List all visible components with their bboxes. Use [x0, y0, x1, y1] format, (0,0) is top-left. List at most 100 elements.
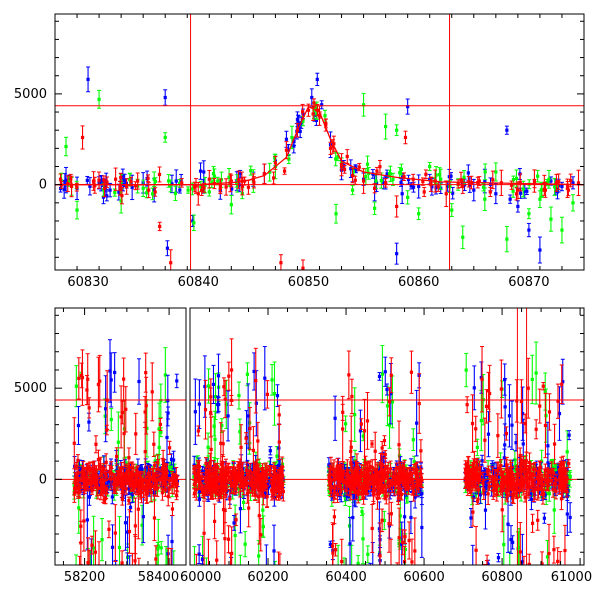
- data-point: [113, 504, 118, 563]
- data-point: [300, 259, 305, 270]
- data-point: [270, 364, 275, 396]
- data-point: [444, 180, 449, 207]
- data-point: [504, 225, 509, 253]
- x-tick-label: 60860: [398, 275, 439, 290]
- data-point: [100, 518, 105, 562]
- data-point: [199, 184, 204, 196]
- data-point: [262, 163, 267, 184]
- data-point: [123, 386, 128, 433]
- top-frame: [54, 13, 585, 271]
- data-point: [116, 580, 120, 589]
- data-point: [110, 524, 115, 565]
- data-point: [153, 545, 158, 565]
- data-point: [156, 518, 161, 565]
- data-point: [98, 488, 103, 501]
- data-point: [365, 545, 370, 564]
- model-curve: [55, 105, 584, 186]
- data-point: [127, 509, 132, 554]
- x-tick-label: 58200: [64, 570, 105, 585]
- bottom-plot-area: [72, 338, 573, 589]
- data-point: [163, 132, 168, 143]
- data-point: [277, 424, 282, 461]
- data-point: [496, 553, 501, 563]
- data-point: [75, 454, 80, 467]
- data-point: [119, 385, 124, 449]
- y-tick-label: 5000: [14, 381, 47, 396]
- data-point: [370, 503, 375, 553]
- data-point: [473, 415, 478, 442]
- data-point: [535, 509, 540, 531]
- data-point: [499, 359, 504, 419]
- top-plot-area: [55, 66, 584, 270]
- data-point: [330, 522, 335, 565]
- data-point: [151, 431, 156, 458]
- data-point: [113, 559, 118, 565]
- data-point: [456, 179, 461, 189]
- data-point: [229, 338, 234, 402]
- data-point: [265, 380, 270, 409]
- data-point: [135, 172, 140, 190]
- data-point: [420, 177, 425, 186]
- top-panel: 60830 60840 60850 60860 60870 0 5000: [14, 13, 585, 290]
- data-point: [133, 412, 138, 455]
- data-point: [483, 163, 488, 181]
- data-point: [460, 225, 465, 250]
- x-tick-label: 58400: [138, 570, 179, 585]
- data-point: [372, 201, 377, 215]
- data-point: [203, 379, 208, 440]
- data-point: [120, 550, 125, 565]
- data-point: [509, 180, 514, 190]
- data-point: [168, 249, 173, 270]
- x-tick-label: 60600: [403, 570, 444, 585]
- data-point: [565, 178, 570, 198]
- x-tick-label: 60870: [508, 275, 549, 290]
- data-point: [106, 520, 111, 539]
- data-point: [198, 162, 203, 180]
- data-point: [534, 419, 539, 440]
- data-point: [245, 362, 250, 387]
- data-point: [191, 214, 196, 232]
- data-point: [132, 481, 137, 495]
- data-point: [197, 379, 202, 429]
- y-tick-label: 0: [39, 178, 47, 193]
- data-point: [399, 163, 404, 176]
- data-point: [118, 180, 123, 191]
- data-point: [132, 564, 137, 565]
- data-point: [89, 535, 94, 555]
- data-point: [372, 183, 377, 194]
- data-point: [167, 477, 172, 485]
- data-point: [482, 187, 487, 211]
- data-point: [123, 494, 128, 551]
- data-point: [534, 341, 539, 405]
- data-point: [537, 388, 542, 424]
- x-tick-label: 60200: [247, 570, 288, 585]
- data-point: [74, 365, 79, 408]
- data-point: [477, 176, 482, 186]
- data-point: [96, 356, 101, 413]
- data-point: [80, 125, 85, 150]
- data-point: [278, 254, 283, 270]
- data-point: [356, 555, 361, 565]
- data-point: [427, 161, 432, 172]
- data-point: [86, 66, 91, 93]
- data-point: [236, 381, 241, 410]
- data-point: [380, 345, 385, 404]
- data-point: [405, 190, 410, 205]
- data-point: [112, 352, 117, 393]
- data-point: [80, 349, 85, 406]
- data-point: [554, 173, 559, 192]
- data-point: [130, 174, 135, 201]
- data-point: [530, 513, 535, 533]
- data-point: [104, 453, 109, 472]
- data-point: [238, 554, 243, 565]
- data-point: [153, 187, 158, 197]
- y-tick-label: 0: [39, 472, 47, 487]
- data-point: [64, 166, 69, 194]
- data-point: [552, 423, 557, 465]
- data-point: [72, 417, 77, 470]
- data-point: [543, 182, 548, 198]
- data-point: [87, 549, 92, 565]
- data-point: [450, 186, 455, 200]
- data-point: [146, 174, 151, 183]
